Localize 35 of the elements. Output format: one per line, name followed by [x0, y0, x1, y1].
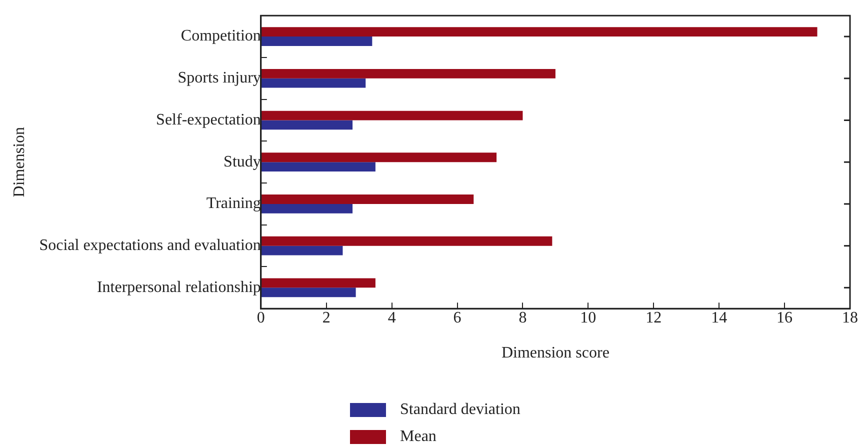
x-tick-label: 16: [776, 309, 793, 326]
x-tick-label: 6: [453, 309, 462, 326]
bar: [261, 110, 523, 120]
bar: [261, 68, 556, 78]
bar: [261, 78, 366, 88]
bar: [261, 278, 376, 288]
x-tick-label: 14: [711, 309, 728, 326]
y-tick-label: Training: [206, 195, 261, 212]
y-axis-title: Dimension: [10, 126, 28, 198]
legend-label: Mean: [400, 428, 436, 446]
y-tick-label: Interpersonal relationship: [96, 278, 261, 296]
y-tick-label: Self-expectation: [156, 111, 261, 128]
legend-label: Standard deviation: [400, 400, 520, 418]
x-tick-label: 10: [580, 309, 596, 326]
x-axis-title: Dimension score: [501, 344, 610, 362]
y-tick-label: Study: [224, 153, 261, 170]
x-tick-label: 0: [256, 309, 265, 326]
bar: [261, 194, 474, 204]
x-tick-label: 18: [842, 309, 858, 326]
x-tick-label: 2: [322, 309, 330, 326]
bar: [261, 288, 356, 298]
x-tick-label: 8: [518, 309, 527, 326]
y-tick-label: Social expectations and evaluation: [39, 237, 261, 254]
y-tick-label: Competition: [180, 28, 261, 45]
bar: [261, 152, 497, 162]
y-tick-label: Sports injury: [178, 70, 261, 87]
bar: [261, 162, 376, 172]
bar: [261, 27, 818, 37]
bar: [261, 236, 552, 246]
bar: [261, 36, 372, 46]
bar: [261, 120, 353, 130]
bar: [261, 246, 343, 256]
x-tick-label: 12: [646, 309, 662, 326]
bar: [261, 204, 353, 214]
x-tick-label: 4: [388, 309, 396, 326]
